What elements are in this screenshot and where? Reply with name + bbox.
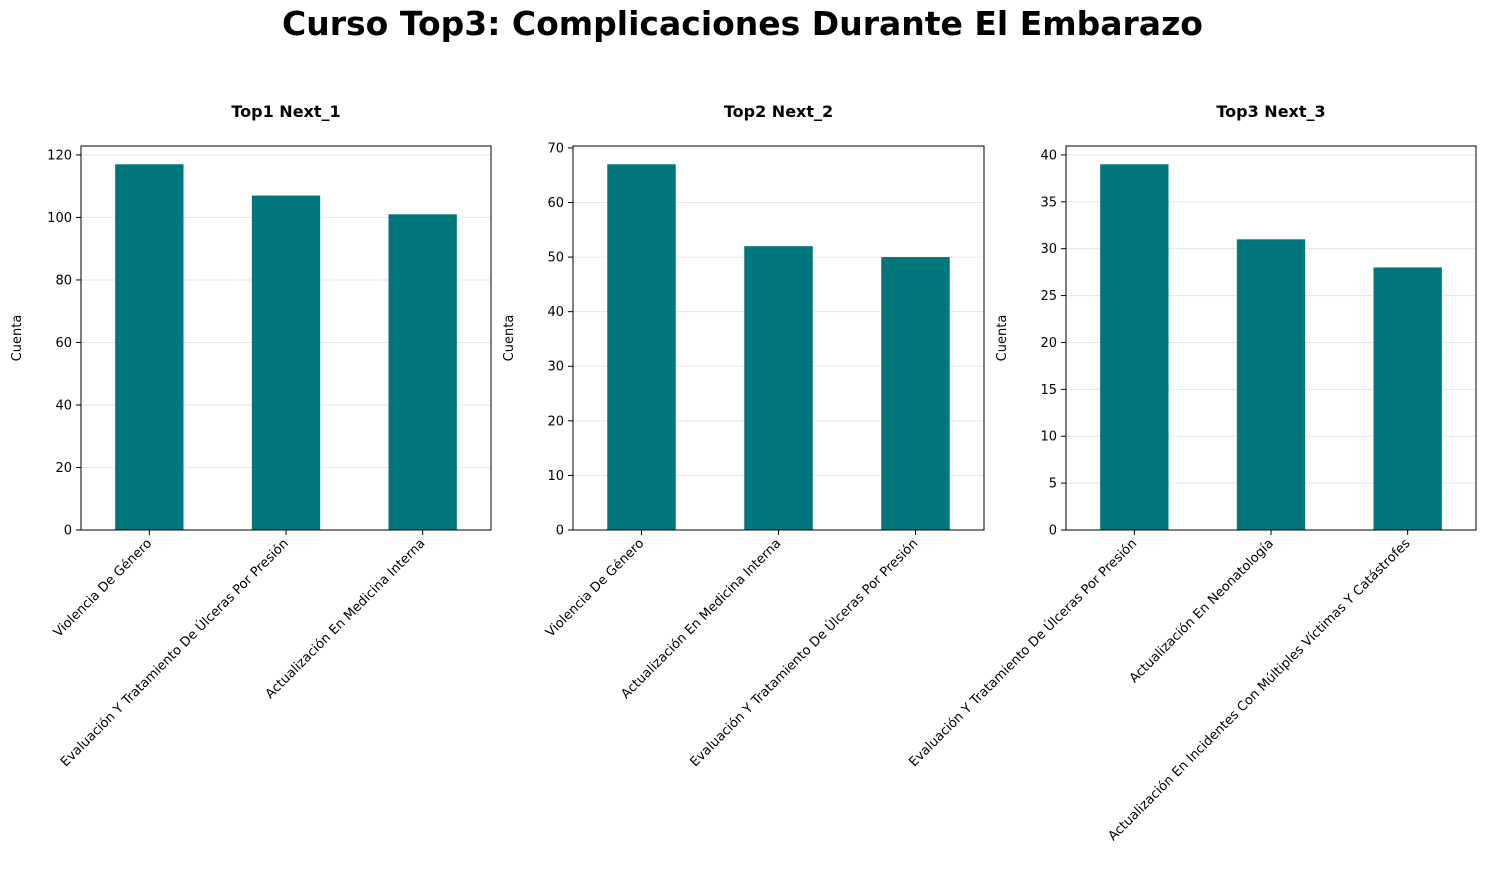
y-tick-label: 20 <box>547 414 564 429</box>
x-tick-label: Actualización En Medicina Interna <box>263 536 429 702</box>
y-tick-label: 20 <box>55 461 72 476</box>
y-tick-label: 15 <box>1040 383 1057 398</box>
x-tick-label: Evaluación Y Tratamiento De Úlceras Por … <box>687 536 922 771</box>
bar <box>388 214 457 531</box>
bar <box>1100 164 1169 531</box>
bar <box>881 257 950 530</box>
y-tick-label: 70 <box>547 141 564 156</box>
chart-panel-3: 0 5 10 15 20 25 30 35 40 Evaluación Y Tratamiento… <box>906 102 1477 844</box>
y-tick-label: 10 <box>547 469 564 484</box>
y-tick-label: 0 <box>64 524 72 539</box>
x-tick-label: Actualización En Incidentes Con Múltiple… <box>1106 536 1414 844</box>
subplot-title: Top1 Next_1 <box>231 102 340 121</box>
bar <box>607 164 676 531</box>
y-tick-label: 120 <box>47 148 72 163</box>
bar <box>1373 267 1442 530</box>
x-tick-label: Violencia De Género <box>543 536 647 640</box>
figure-title: Curso Top3: Complicaciones Durante El Em… <box>282 4 1203 43</box>
y-tick-label: 40 <box>547 305 564 320</box>
y-tick-label: 100 <box>47 211 72 226</box>
y-tick-label: 60 <box>547 196 564 211</box>
y-tick-label: 25 <box>1040 289 1057 304</box>
y-tick-label: 30 <box>1040 242 1057 257</box>
y-tick-label: 40 <box>1040 148 1057 163</box>
y-tick-label: 10 <box>1040 430 1057 445</box>
y-tick-label: 30 <box>547 360 564 375</box>
y-tick-label: 20 <box>1040 336 1057 351</box>
y-axis-label: Cuenta <box>995 315 1010 362</box>
bar <box>115 164 184 531</box>
y-axis-label: Cuenta <box>10 315 25 362</box>
x-tick-label: Actualización En Neonatología <box>1127 536 1277 686</box>
chart-panel-1: 0 20 40 60 80 100 120 Violencia De GéneroEvalua… <box>10 102 492 771</box>
y-tick-label: 0 <box>1049 524 1057 539</box>
y-tick-label: 50 <box>547 251 564 266</box>
y-axis-label: Cuenta <box>502 315 517 362</box>
bar <box>744 246 813 530</box>
bar <box>1236 239 1306 531</box>
x-tick-label: Evaluación Y Tratamiento De Úlceras Por … <box>906 536 1141 771</box>
chart-panel-2: 0 10 20 30 40 50 60 70 Violencia De GéneroActual… <box>502 102 985 771</box>
subplot-title: Top3 Next_3 <box>1216 102 1325 121</box>
subplot-title: Top2 Next_2 <box>724 102 833 121</box>
bar <box>251 195 321 531</box>
y-tick-label: 40 <box>55 398 72 413</box>
y-tick-label: 0 <box>556 524 564 539</box>
y-tick-label: 80 <box>55 273 72 288</box>
y-tick-label: 35 <box>1040 195 1057 210</box>
x-tick-label: Actualización En Medicina Interna <box>619 536 785 702</box>
y-tick-label: 5 <box>1049 477 1057 492</box>
x-tick-label: Violencia De Género <box>51 536 155 640</box>
y-tick-label: 60 <box>55 336 72 351</box>
x-tick-label: Evaluación Y Tratamiento De Úlceras Por … <box>57 536 292 771</box>
